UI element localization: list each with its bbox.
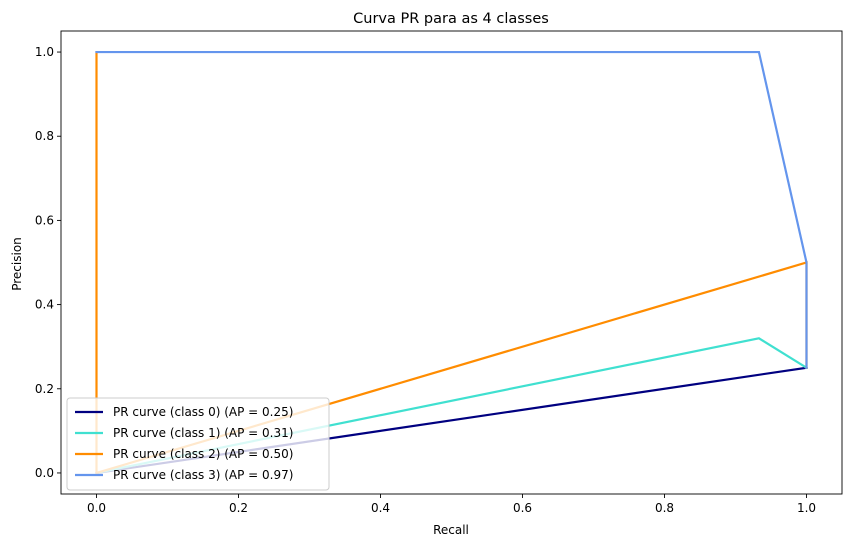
x-tick-label: 0.4 — [371, 501, 390, 515]
x-tick-label: 1.0 — [797, 501, 816, 515]
y-tick-label: 0.0 — [35, 466, 54, 480]
x-tick-label: 0.0 — [87, 501, 106, 515]
chart-title: Curva PR para as 4 classes — [353, 11, 549, 27]
legend-box — [66, 397, 330, 491]
x-tick-label: 0.6 — [513, 501, 532, 515]
y-axis-title: Precision — [10, 237, 24, 291]
axes-frame — [60, 30, 843, 495]
legend-label-class-0: PR curve (class 0) (AP = 0.25) — [113, 405, 293, 419]
axes: 0.0 0.2 0.4 0.6 0.8 1.0 0.0 0.2 0.4 0.6 0.8 1.0 — [35, 30, 843, 515]
legend: PR curve (class 0) (AP = 0.25) PR curve (… — [66, 397, 330, 491]
x-tick-label: 0.2 — [229, 501, 248, 515]
x-tick-label: 0.8 — [655, 501, 674, 515]
legend-label-class-3: PR curve (class 3) (AP = 0.97) — [113, 468, 293, 482]
legend-label-class-1: PR curve (class 1) (AP = 0.31) — [113, 426, 293, 440]
x-axis-title: Recall — [433, 523, 469, 537]
y-tick-label: 0.4 — [35, 298, 54, 312]
y-tick-label: 1.0 — [35, 45, 54, 59]
legend-label-class-2: PR curve (class 2) (AP = 0.50) — [113, 447, 293, 461]
y-tick-label: 0.6 — [35, 213, 54, 227]
y-tick-label: 0.2 — [35, 382, 54, 396]
series-line-class-3 — [95, 50, 808, 369]
y-tick-label: 0.8 — [35, 129, 54, 143]
